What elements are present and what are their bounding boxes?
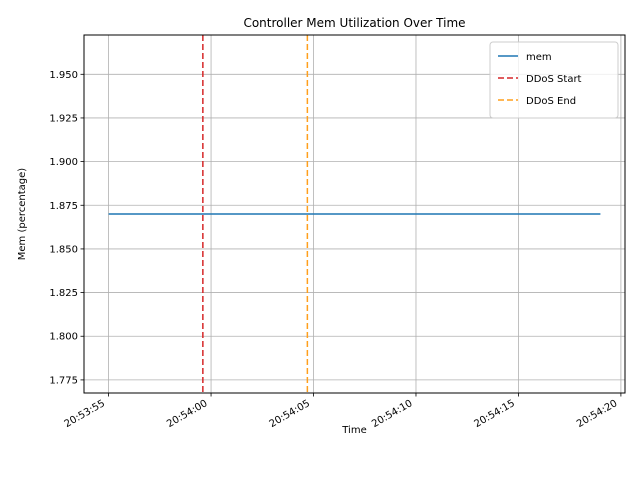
x-tick-label: 20:54:10	[370, 398, 414, 430]
x-tick-label: 20:54:15	[473, 398, 517, 430]
y-tick-label: 1.800	[49, 332, 78, 343]
y-tick-label: 1.775	[49, 375, 78, 386]
y-axis-label: Mem (percentage)	[17, 168, 28, 261]
legend-box	[489, 41, 619, 119]
y-tick-label: 1.850	[49, 244, 78, 255]
plot-area	[108, 35, 601, 393]
x-tick-label: 20:54:20	[575, 398, 619, 430]
x-tick-label: 20:53:55	[63, 398, 107, 430]
y-tick-label: 1.900	[49, 157, 78, 168]
x-tick-label: 20:54:00	[165, 398, 209, 430]
chart-title: Controller Mem Utilization Over Time	[243, 16, 465, 30]
legend-label-ddos-end: DDoS End	[526, 96, 576, 107]
y-tick-label: 1.925	[49, 113, 78, 124]
legend-label-ddos-start: DDoS Start	[526, 74, 582, 85]
plot-frame	[83, 34, 626, 394]
legend-label-mem: mem	[526, 52, 552, 63]
y-tick-label: 1.825	[49, 288, 78, 299]
x-tick-label: 20:54:05	[268, 398, 312, 430]
x-axis-label: Time	[341, 425, 366, 436]
legend: mem DDoS Start DDoS End	[489, 41, 619, 119]
y-axis: 1.775 1.800 1.825 1.850 1.875 1.900 1.925 1.950	[49, 70, 84, 386]
y-tick-label: 1.875	[49, 201, 78, 212]
y-tick-label: 1.950	[49, 70, 78, 81]
